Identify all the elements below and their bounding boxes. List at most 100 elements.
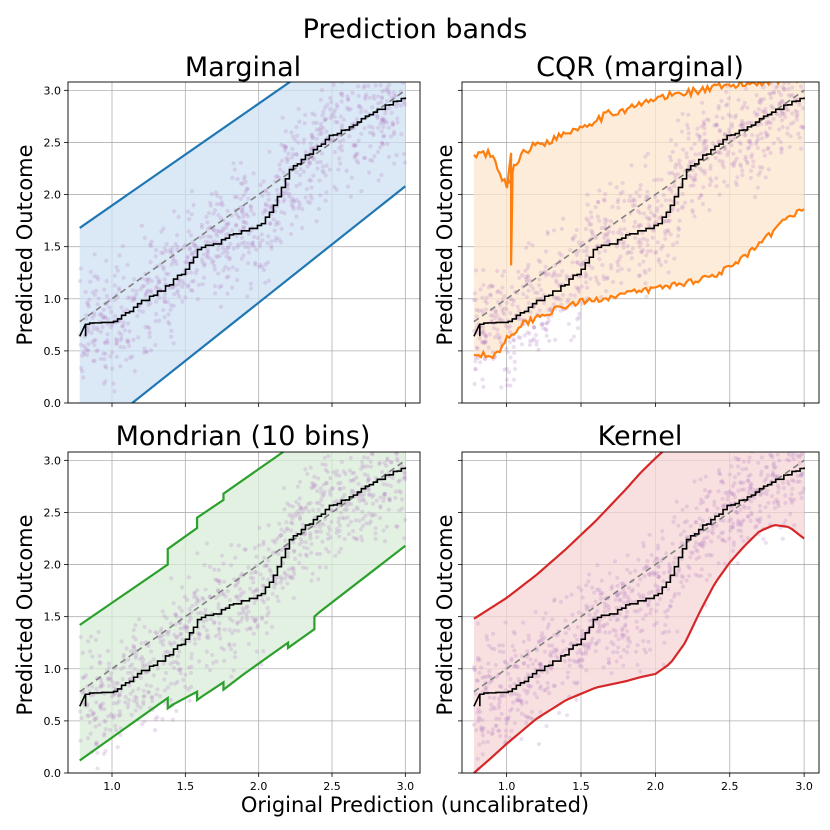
scatter-point	[581, 260, 586, 266]
scatter-point	[696, 573, 701, 578]
scatter-point	[595, 214, 600, 219]
scatter-point	[720, 115, 725, 121]
scatter-point	[483, 334, 488, 339]
scatter-point	[598, 590, 603, 595]
scatter-point	[278, 580, 283, 585]
scatter-point	[364, 65, 368, 69]
y-tick-label-marginal: 2.5	[44, 136, 62, 149]
scatter-point	[326, 524, 331, 529]
scatter-point	[381, 133, 387, 139]
scatter-point	[790, 111, 795, 116]
axes-frame-cqr	[461, 81, 820, 404]
scatter-point	[606, 229, 611, 234]
scatter-point	[604, 622, 610, 627]
scatter-point	[722, 179, 727, 184]
scatter-point	[539, 322, 544, 327]
scatter-point	[526, 288, 531, 293]
scatter-point	[246, 231, 252, 236]
scatter-point	[119, 336, 124, 341]
scatter-point	[165, 632, 171, 637]
scatter-point	[136, 669, 141, 674]
scatter-point	[776, 490, 781, 495]
scatter-point	[616, 197, 621, 202]
scatter-point	[128, 649, 133, 654]
scatter-point	[695, 549, 700, 554]
scatter-point	[647, 267, 652, 272]
scatter-point	[486, 729, 491, 735]
scatter-point	[475, 710, 480, 715]
scatter-point	[670, 541, 675, 546]
scatter-point	[260, 238, 265, 243]
scatter-point	[676, 591, 682, 596]
scatter-point	[351, 535, 357, 540]
scatter-point	[212, 619, 217, 624]
scatter-point	[765, 119, 770, 125]
scatter-point	[241, 219, 246, 224]
scatter-point	[318, 525, 323, 530]
scatter-point	[313, 71, 317, 75]
scatter-point	[287, 513, 292, 518]
scatter-point	[764, 134, 769, 139]
scatter-point	[336, 481, 341, 486]
scatter-point	[145, 280, 150, 285]
scatter-point	[149, 695, 155, 700]
scatter-point	[101, 351, 106, 356]
scatter-point	[249, 242, 255, 247]
scatter-point	[523, 275, 528, 280]
scatter-point	[319, 521, 324, 526]
scatter-point	[264, 631, 270, 636]
calibrated-line-kernel	[473, 467, 805, 707]
scatter-point	[645, 242, 650, 248]
scatter-point	[564, 276, 569, 282]
scatter-point	[84, 352, 90, 358]
scatter-point	[644, 215, 649, 220]
scatter-point	[139, 654, 145, 660]
scatter-point	[525, 688, 531, 694]
scatter-point	[492, 646, 497, 652]
scatter-point	[186, 619, 192, 624]
scatter-point	[767, 91, 772, 96]
scatter-point	[223, 248, 228, 253]
scatter-point	[153, 630, 158, 635]
scatter-point	[92, 274, 97, 279]
scatter-point	[243, 211, 249, 217]
scatter-point	[94, 348, 99, 354]
scatter-point	[242, 547, 247, 552]
x-tick-label-kernel: 1.0	[498, 780, 516, 793]
scatter-point	[588, 640, 594, 645]
scatter-point	[246, 609, 251, 614]
scatter-point	[479, 665, 484, 670]
scatter-point	[557, 273, 563, 278]
scatter-point	[168, 247, 173, 253]
scatter-point	[124, 307, 129, 312]
scatter-point	[575, 325, 581, 331]
scatter-point	[789, 85, 795, 90]
scatter-point	[548, 306, 553, 311]
scatter-point	[402, 477, 408, 482]
scatter-point	[261, 542, 266, 547]
scatter-point	[308, 533, 313, 538]
scatter-point	[745, 146, 750, 151]
scatter-point	[516, 677, 521, 682]
scatter-point	[80, 650, 85, 655]
scatter-point	[263, 208, 268, 213]
scatter-point	[613, 633, 619, 638]
scatter-point	[490, 284, 495, 289]
scatter-point	[597, 626, 602, 631]
scatter-point	[245, 614, 250, 620]
scatter-point	[730, 525, 735, 530]
scatter-point	[211, 227, 217, 233]
scatter-point	[219, 553, 225, 558]
scatter-point	[161, 307, 166, 313]
scatter-point	[479, 308, 485, 313]
scatter-point	[702, 146, 707, 151]
scatter-point	[736, 97, 741, 103]
scatter-point	[702, 126, 707, 131]
scatter-point	[320, 503, 325, 508]
scatter-point	[493, 308, 498, 313]
scatter-point	[766, 167, 771, 172]
scatter-point	[693, 572, 698, 577]
scatter-point	[730, 548, 736, 554]
scatter-point	[485, 637, 490, 642]
scatter-point	[105, 676, 110, 681]
